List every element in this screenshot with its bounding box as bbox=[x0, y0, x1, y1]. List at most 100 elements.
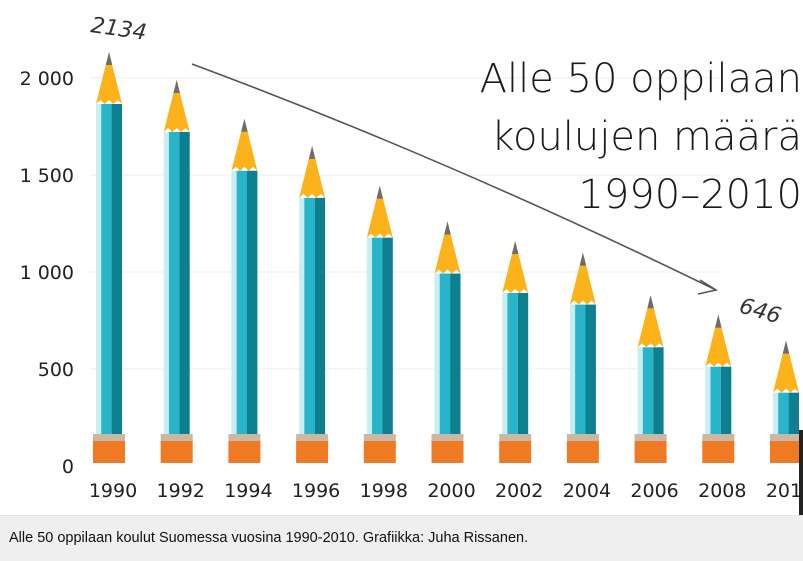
x-tick-label: 2010 bbox=[766, 480, 803, 502]
x-tick-label: 1998 bbox=[360, 480, 408, 502]
pencil-ferrule bbox=[770, 434, 802, 441]
pencil-tip bbox=[163, 79, 190, 132]
pencil-tip bbox=[366, 185, 393, 238]
pencil-body bbox=[304, 197, 315, 434]
y-tick-label: 1 000 bbox=[20, 262, 74, 284]
pencil-lead bbox=[308, 145, 316, 159]
pencil-tip bbox=[502, 240, 529, 293]
y-tick-label: 2 000 bbox=[20, 68, 74, 90]
annotation-last-value: 646 bbox=[736, 294, 783, 330]
pencil-eraser bbox=[431, 441, 464, 463]
pencil-body-highlight bbox=[569, 304, 576, 434]
pencil-body bbox=[642, 347, 654, 434]
pencil-body bbox=[236, 170, 247, 435]
pencil-bar bbox=[566, 252, 599, 463]
pencil-body-highlight bbox=[163, 131, 169, 434]
pencil-ferrule bbox=[296, 434, 329, 441]
pencil-body bbox=[575, 304, 586, 434]
pencil-lead bbox=[444, 221, 451, 235]
pencil-ferrule bbox=[634, 434, 667, 441]
pencil-body-shade bbox=[179, 131, 190, 434]
pencil-ferrule bbox=[363, 434, 396, 441]
trend-arrow-line bbox=[191, 63, 717, 291]
pencil-body bbox=[168, 131, 180, 434]
x-tick-label: 1994 bbox=[224, 480, 272, 502]
pencil-bar bbox=[634, 295, 667, 463]
pencil-lead bbox=[241, 118, 248, 132]
pencil-body-shade bbox=[314, 197, 326, 434]
pencil-lead bbox=[105, 52, 113, 66]
x-axis-ticks: 1990 1992 1994 1996 1998 2000 2002 2004 2006 2008… bbox=[89, 480, 803, 502]
pencil-tip bbox=[434, 221, 461, 274]
pencil-body-highlight bbox=[434, 273, 440, 434]
pencil-lead bbox=[173, 79, 180, 93]
title-line-1: Alle 50 oppilaan bbox=[480, 56, 802, 102]
pencil-body-shade bbox=[382, 237, 393, 434]
y-tick-label: 500 bbox=[38, 359, 74, 381]
title-line-3: 1990–2010 bbox=[578, 172, 802, 218]
pencil-eraser bbox=[228, 441, 261, 463]
x-tick-label: 2002 bbox=[495, 480, 543, 502]
pencil-bar-chart: 2 000 1 500 1 000 500 0 1990 1992 1994 1996 1998… bbox=[20, 13, 803, 502]
pencil-body-shade bbox=[111, 104, 122, 434]
pencil-body-shade bbox=[247, 170, 258, 435]
pencil-body-shade bbox=[450, 273, 461, 434]
pencil-body-highlight bbox=[299, 197, 305, 434]
chart-area: 2 000 1 500 1 000 500 0 1990 1992 1994 1996 1998… bbox=[19, 13, 803, 502]
pencil-body-shade bbox=[720, 366, 732, 434]
x-tick-label: 1992 bbox=[157, 480, 205, 502]
pencil-tip bbox=[705, 314, 732, 367]
pencil-ferrule bbox=[160, 434, 193, 441]
pencil-body-highlight bbox=[637, 347, 643, 434]
pencil-body-highlight bbox=[96, 104, 102, 434]
pencil-bar bbox=[363, 185, 396, 463]
pencil-body-highlight bbox=[231, 170, 237, 435]
pencil-ferrule bbox=[228, 434, 261, 441]
pencil-bar bbox=[702, 314, 735, 463]
pencil-bar bbox=[770, 340, 802, 463]
pencil-ferrule bbox=[431, 434, 464, 441]
pencil-eraser bbox=[499, 441, 532, 463]
pencil-lead bbox=[647, 295, 654, 309]
pencil-eraser bbox=[566, 441, 599, 463]
gridlines bbox=[90, 77, 720, 370]
pencil-eraser bbox=[634, 441, 667, 463]
pencil-ferrule bbox=[702, 434, 735, 441]
pencil-body-highlight bbox=[773, 392, 779, 434]
pencil-bars bbox=[93, 52, 802, 463]
y-axis-ticks: 2 000 1 500 1 000 500 0 bbox=[20, 68, 74, 478]
pencil-ferrule bbox=[93, 434, 125, 441]
trend-arrow-head bbox=[697, 279, 719, 295]
pencil-body-shade bbox=[585, 304, 596, 434]
chart-title: Alle 50 oppilaan koulujen määrä 1990–201… bbox=[480, 56, 802, 218]
x-tick-label: 2006 bbox=[630, 480, 678, 502]
pencil-eraser bbox=[702, 441, 735, 463]
pencil-body-shade bbox=[788, 392, 799, 434]
pencil-body-shade bbox=[653, 347, 664, 434]
pencil-body bbox=[507, 292, 518, 434]
x-tick-label: 1996 bbox=[292, 480, 340, 502]
pencil-ferrule bbox=[566, 434, 599, 441]
pencil-eraser bbox=[363, 441, 396, 463]
x-tick-label: 2008 bbox=[698, 480, 746, 502]
x-tick-label: 2000 bbox=[427, 480, 475, 502]
pencil-body bbox=[439, 273, 451, 434]
pencil-eraser bbox=[93, 441, 125, 463]
y-tick-label: 1 500 bbox=[20, 165, 74, 187]
pencil-body-shade bbox=[517, 292, 529, 434]
pencil-bar bbox=[93, 52, 125, 463]
pencil-bar bbox=[228, 118, 261, 463]
pencil-body-highlight bbox=[366, 237, 372, 434]
pencil-bar bbox=[499, 240, 532, 463]
pencil-tip bbox=[96, 52, 122, 105]
pencil-tip bbox=[569, 252, 596, 305]
pencil-tip bbox=[773, 340, 799, 393]
pencil-eraser bbox=[296, 441, 329, 463]
caption-text: Alle 50 oppilaan koulut Suomessa vuosina… bbox=[9, 530, 529, 546]
pencil-ferrule bbox=[499, 434, 532, 441]
pencil-lead bbox=[715, 314, 722, 328]
x-tick-label: 1990 bbox=[89, 480, 137, 502]
pencil-lead bbox=[511, 240, 519, 254]
pencil-body bbox=[778, 392, 789, 434]
pencil-eraser bbox=[770, 441, 802, 463]
